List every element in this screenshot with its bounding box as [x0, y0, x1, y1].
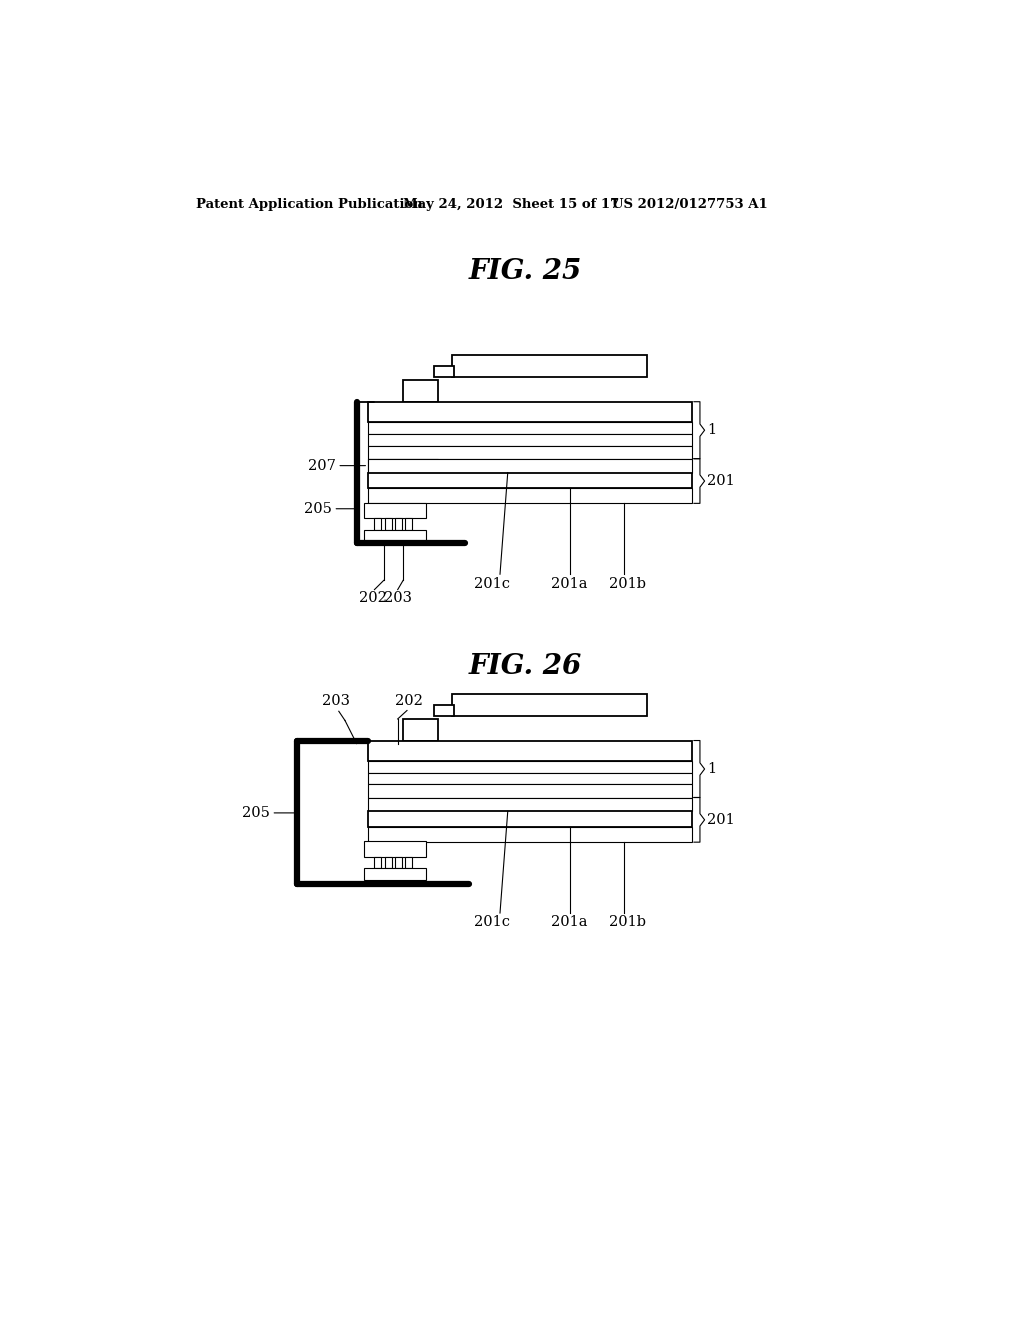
Text: 202: 202: [359, 591, 387, 605]
Polygon shape: [365, 841, 426, 857]
Polygon shape: [404, 857, 412, 869]
Polygon shape: [365, 529, 426, 541]
Text: 201: 201: [707, 474, 734, 488]
Polygon shape: [369, 826, 692, 842]
Polygon shape: [403, 380, 438, 401]
Text: 201c: 201c: [474, 915, 510, 929]
Text: FIG. 25: FIG. 25: [468, 259, 582, 285]
Text: 207: 207: [308, 458, 336, 473]
Polygon shape: [365, 503, 426, 517]
Polygon shape: [369, 760, 692, 774]
Polygon shape: [369, 774, 692, 784]
Text: May 24, 2012  Sheet 15 of 17: May 24, 2012 Sheet 15 of 17: [403, 198, 620, 211]
Text: 201a: 201a: [552, 915, 588, 929]
Text: 203: 203: [322, 694, 350, 708]
Polygon shape: [369, 488, 692, 503]
Polygon shape: [369, 422, 692, 434]
Polygon shape: [365, 869, 426, 880]
Text: 201: 201: [707, 813, 734, 826]
Polygon shape: [394, 857, 401, 869]
Polygon shape: [369, 434, 692, 446]
Polygon shape: [385, 857, 391, 869]
Polygon shape: [385, 517, 391, 529]
Text: 201a: 201a: [552, 577, 588, 590]
Text: 1: 1: [707, 424, 716, 437]
Polygon shape: [369, 446, 692, 459]
Polygon shape: [369, 741, 692, 760]
Text: 202: 202: [394, 694, 423, 708]
Polygon shape: [394, 517, 401, 529]
Polygon shape: [452, 693, 647, 715]
Text: Patent Application Publication: Patent Application Publication: [197, 198, 423, 211]
Polygon shape: [369, 459, 692, 473]
Polygon shape: [404, 517, 412, 529]
Polygon shape: [369, 401, 692, 422]
Polygon shape: [369, 784, 692, 797]
Polygon shape: [434, 705, 454, 715]
Text: 1: 1: [707, 762, 716, 776]
Polygon shape: [434, 367, 454, 378]
Text: US 2012/0127753 A1: US 2012/0127753 A1: [612, 198, 768, 211]
Polygon shape: [369, 812, 692, 826]
Text: 201b: 201b: [609, 577, 646, 590]
Text: 203: 203: [384, 591, 412, 605]
Polygon shape: [369, 473, 692, 488]
Text: 201c: 201c: [474, 577, 510, 590]
Polygon shape: [369, 797, 692, 812]
Text: 205: 205: [242, 807, 270, 820]
Polygon shape: [375, 857, 381, 869]
Text: 205: 205: [304, 502, 332, 516]
Text: FIG. 26: FIG. 26: [468, 653, 582, 680]
Polygon shape: [369, 459, 438, 473]
Polygon shape: [403, 719, 438, 741]
Polygon shape: [452, 355, 647, 378]
Polygon shape: [375, 517, 381, 529]
Text: 201b: 201b: [609, 915, 646, 929]
